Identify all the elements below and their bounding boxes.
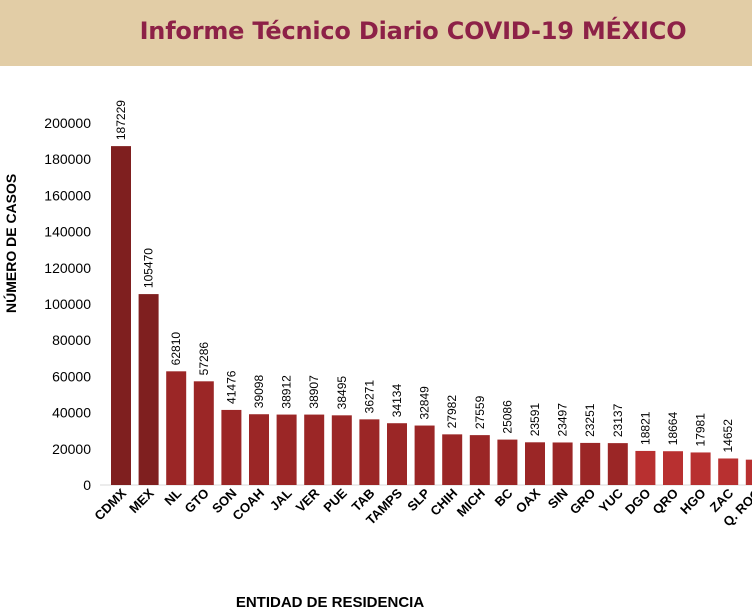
data-label: 25086 (500, 400, 514, 434)
category-label: VER (293, 485, 323, 515)
data-label: 23251 (583, 403, 597, 437)
bar (442, 434, 463, 485)
bar (331, 415, 352, 485)
bar (111, 146, 131, 485)
bar (249, 414, 269, 485)
bar (525, 442, 545, 485)
category-label: OAX (513, 485, 544, 516)
data-label: 23497 (556, 403, 570, 437)
category-label: HGO (677, 486, 709, 518)
bar (469, 435, 490, 485)
report-title: Informe Técnico Diario COVID-19 MÉXICO (139, 17, 687, 45)
data-label: 62810 (169, 332, 183, 366)
data-label: 38907 (307, 375, 321, 409)
bar (497, 439, 518, 485)
bar (690, 452, 711, 485)
category-label: DGO (622, 486, 654, 518)
data-label: 41476 (224, 370, 238, 404)
bar (359, 419, 380, 485)
data-label: 36271 (362, 380, 376, 414)
data-label: 38495 (335, 376, 349, 410)
bar (387, 423, 407, 485)
category-label: QRO (650, 486, 682, 518)
bar (304, 414, 325, 485)
category-label: MICH (454, 486, 488, 520)
bar (745, 459, 752, 485)
data-label: 27982 (445, 395, 459, 429)
y-tick-label: 140000 (44, 224, 91, 240)
y-tick-label: 0 (83, 477, 91, 493)
category-label: GTO (182, 486, 212, 516)
category-label: CHIH (427, 486, 460, 519)
data-label: 27559 (473, 395, 487, 429)
bar (635, 450, 656, 485)
data-label: 18664 (666, 412, 680, 446)
bar (276, 414, 297, 485)
data-label: 23137 (611, 403, 625, 437)
y-tick-label: 120000 (44, 260, 91, 276)
y-tick-label: 180000 (44, 151, 91, 167)
data-label: 38912 (280, 375, 294, 409)
data-label: 32849 (418, 386, 432, 420)
category-label: COAH (229, 486, 267, 524)
category-label: GRO (567, 486, 599, 518)
bar (607, 443, 628, 485)
data-label: 17981 (694, 413, 708, 447)
bar (580, 442, 601, 485)
category-label: PUE (320, 485, 350, 515)
category-label: JAL (267, 485, 295, 513)
bar (414, 425, 435, 485)
y-tick-label: 60000 (52, 368, 91, 384)
data-label: 14652 (721, 419, 735, 453)
y-tick-label: 80000 (52, 332, 91, 348)
x-axis-title: ENTIDAD DE RESIDENCIA (235, 594, 425, 611)
bar (166, 371, 187, 485)
data-label: 187229 (114, 100, 128, 140)
bar-chart: 0 20000 40000 60000 80000 100000 120000 140000 1… (44, 100, 752, 529)
bar (718, 458, 739, 485)
category-label: MEX (126, 485, 157, 516)
y-tick-label: 40000 (52, 405, 91, 421)
y-tick-label: 160000 (44, 187, 91, 203)
y-tick-label: 20000 (52, 441, 91, 457)
bar (193, 381, 214, 485)
bar (221, 409, 242, 485)
y-axis-title: NÚMERO DE CASOS (3, 173, 19, 313)
data-label: 57286 (197, 342, 211, 376)
category-label: CDMX (91, 485, 129, 523)
category-label: YUC (596, 485, 626, 515)
bar (663, 451, 683, 485)
y-tick-label: 200000 (44, 115, 91, 131)
data-label: 23591 (528, 403, 542, 437)
data-label: 39098 (252, 375, 266, 409)
data-label: 18821 (638, 411, 652, 445)
data-label: 34134 (390, 384, 404, 418)
data-label: 105470 (142, 248, 156, 288)
report-header: Informe Técnico Diario COVID-19 MÉXICO (0, 0, 752, 66)
bar (138, 294, 159, 485)
bar (552, 442, 573, 485)
y-tick-label: 100000 (44, 296, 91, 312)
